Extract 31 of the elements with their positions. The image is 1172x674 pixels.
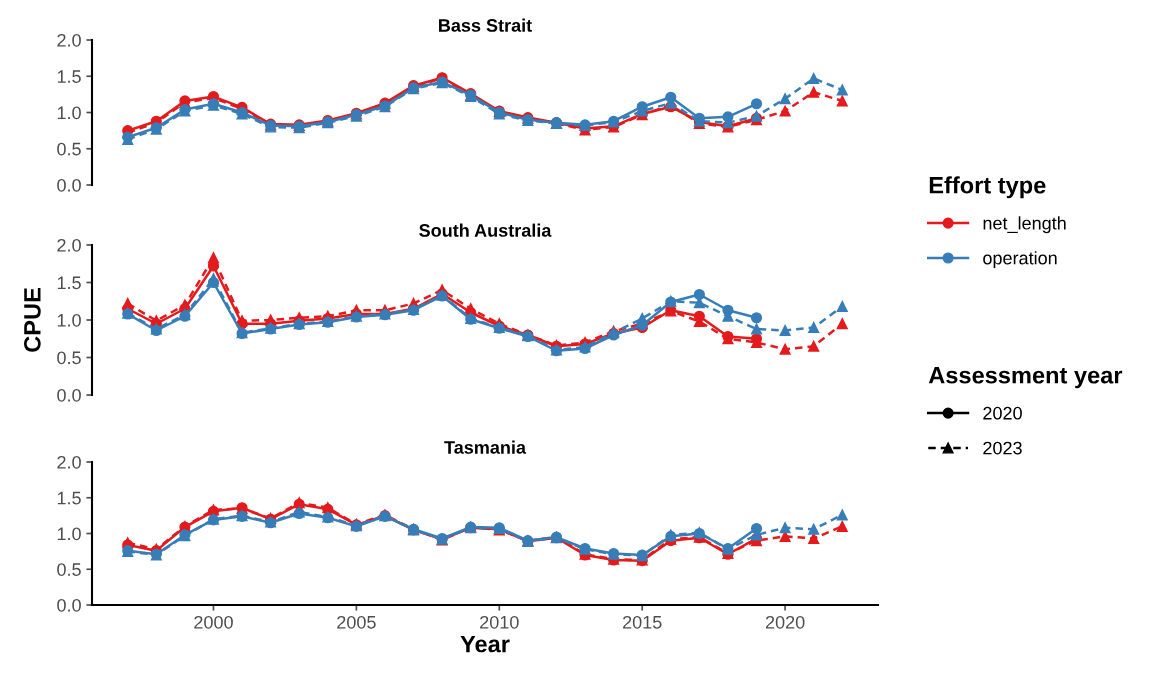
- y-tick-label: 1.0: [57, 106, 81, 120]
- x-tick-label: 2005: [337, 615, 376, 629]
- y-tick-label: 0.0: [57, 598, 81, 612]
- y-axis-title: CPUE: [23, 288, 41, 352]
- chart-title: Bass Strait: [439, 18, 532, 32]
- x-axis-title: Year: [460, 635, 510, 653]
- y-tick-label: 1.5: [57, 70, 81, 83]
- y-tick-label: 1.0: [57, 527, 81, 541]
- legend-label: 2023: [983, 441, 1022, 455]
- y-tick-label: 2.0: [57, 455, 81, 469]
- legend-label: operation: [983, 251, 1057, 269]
- chart-title: Tasmania: [444, 440, 527, 454]
- y-tick-label: 2.0: [57, 238, 81, 252]
- legend-label: net_length: [983, 216, 1066, 234]
- x-tick-label: 2015: [623, 615, 662, 629]
- y-tick-label: 0.5: [57, 142, 81, 156]
- x-tick-label: 2010: [480, 615, 519, 629]
- text: Assessment year: [928, 367, 1123, 389]
- x-tick-label: 2000: [194, 615, 233, 629]
- y-tick-label: 0.0: [57, 388, 81, 402]
- x-tick-label: 2020: [765, 615, 805, 629]
- y-tick-label: 1.5: [57, 491, 81, 505]
- y-tick-label: 0.5: [57, 563, 81, 576]
- legend-label: 2020: [983, 406, 1022, 420]
- chart-title: South Australia: [419, 223, 552, 237]
- y-tick-label: 2.0: [57, 33, 81, 47]
- text: Effort type: [929, 176, 1046, 199]
- y-tick-label: 0.5: [57, 351, 81, 365]
- y-tick-label: 0.0: [57, 178, 81, 192]
- y-tick-label: 1.0: [57, 313, 81, 327]
- y-tick-label: 1.5: [57, 276, 81, 290]
